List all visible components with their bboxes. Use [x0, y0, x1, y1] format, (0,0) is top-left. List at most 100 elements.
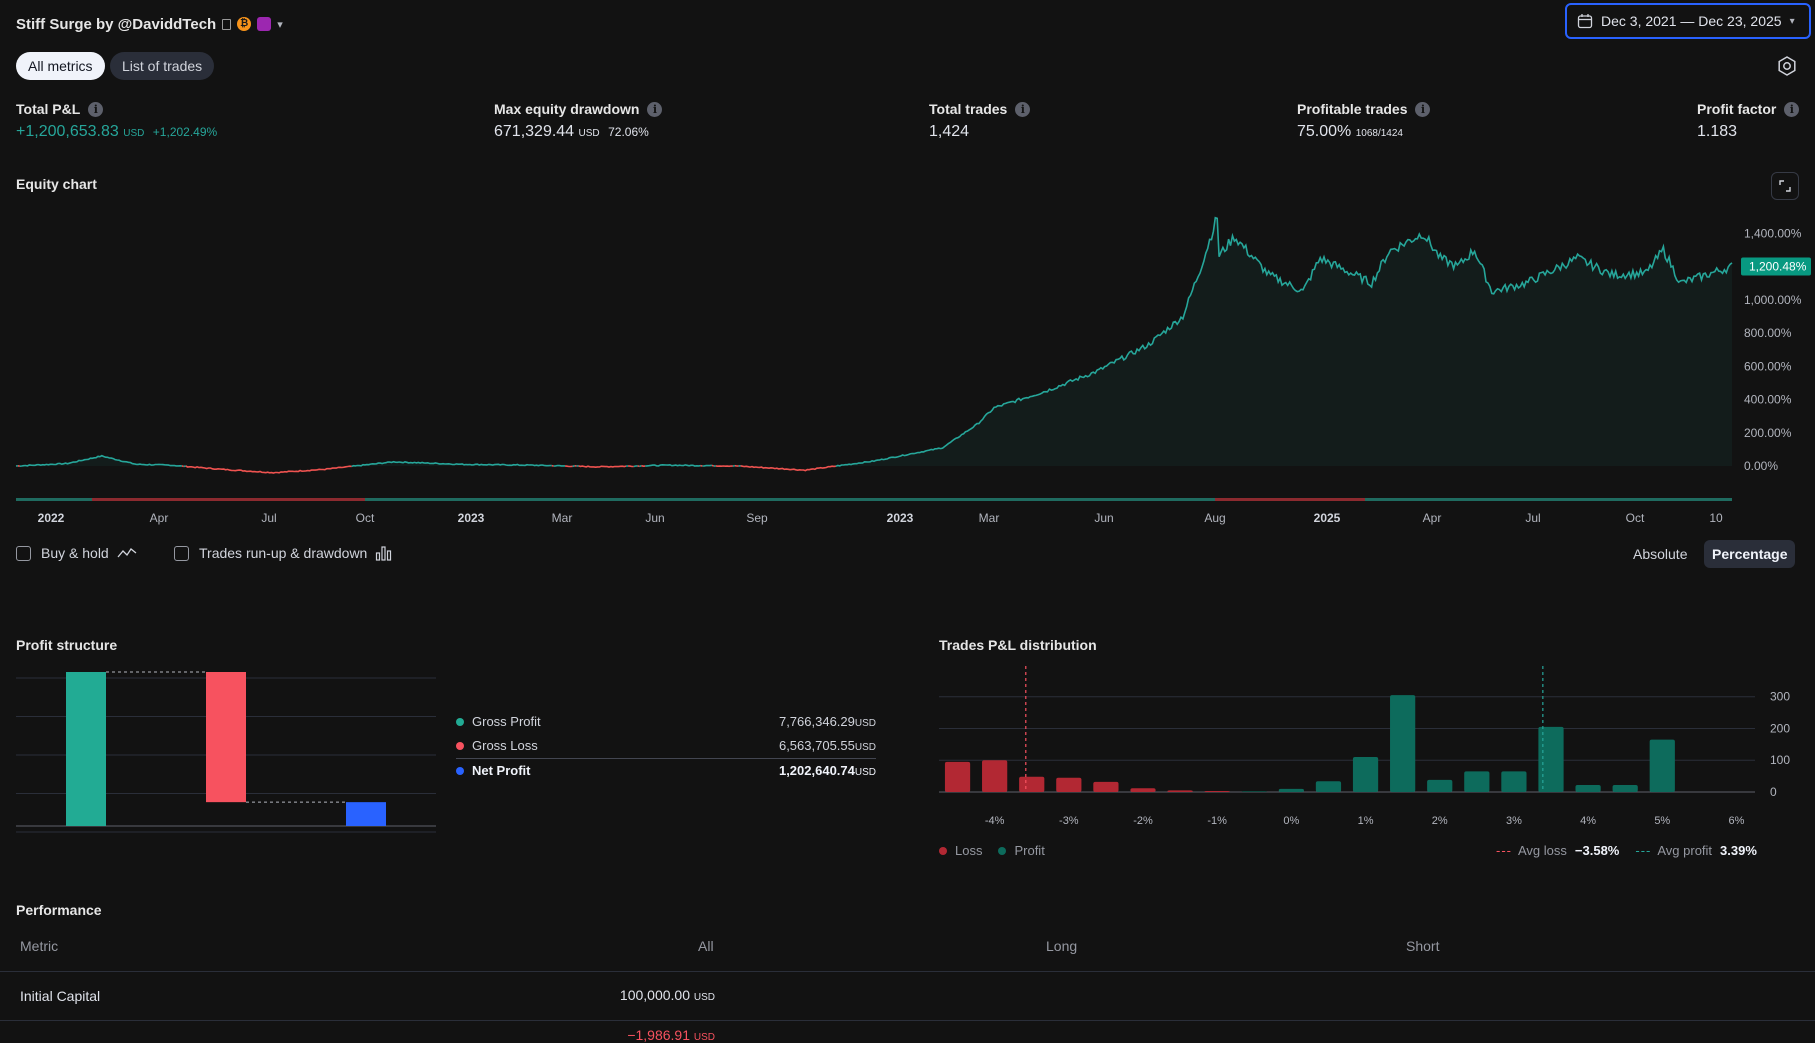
- chevron-down-icon[interactable]: ▾: [277, 18, 283, 31]
- x-tick-label: 1%: [1358, 815, 1374, 827]
- y-tick-label: 600.00%: [1744, 359, 1792, 373]
- row-value-all: −1,986.91 USD: [627, 1027, 715, 1043]
- loss-bar[interactable]: [945, 762, 970, 792]
- loss-dot: [939, 847, 947, 855]
- trade-strip: [16, 498, 1732, 501]
- loss-bar[interactable]: [1205, 791, 1230, 792]
- tab-all-metrics[interactable]: All metrics: [16, 52, 105, 80]
- value: −1,986.91: [627, 1027, 690, 1043]
- y-tick-label: 300: [1770, 690, 1790, 704]
- loss-bar[interactable]: [1167, 790, 1192, 792]
- bar-gross-loss[interactable]: [206, 672, 246, 802]
- metric-label: Total P&L: [16, 101, 80, 117]
- metric-value: +1,200,653.83: [16, 123, 119, 140]
- legend-label: Net Profit: [472, 763, 531, 778]
- equity-line-segment: [628, 466, 634, 467]
- x-tick-label: Mar: [552, 511, 573, 525]
- x-tick-label: 6%: [1729, 815, 1745, 827]
- metric-unit: USD: [123, 128, 144, 139]
- profit-bar[interactable]: [1353, 757, 1378, 792]
- runup-drawdown-checkbox[interactable]: [174, 546, 189, 561]
- legend-dot: [456, 718, 464, 726]
- bar-net-profit[interactable]: [346, 802, 386, 826]
- strip-segment: [1365, 498, 1732, 501]
- equity-line-segment: [554, 466, 565, 467]
- tab-list-of-trades[interactable]: List of trades: [110, 52, 214, 80]
- percentage-toggle[interactable]: Percentage: [1704, 540, 1795, 568]
- y-tick-label: 0.00%: [1744, 459, 1778, 473]
- last-value-label: 1,200.48%: [1749, 259, 1807, 273]
- equity-chart[interactable]: 1,400.00%1,000.00%800.00%600.00%400.00%2…: [0, 200, 1815, 530]
- y-tick-label: 0: [1770, 785, 1777, 799]
- x-tick-label: 0%: [1283, 815, 1299, 827]
- loss-bar[interactable]: [1130, 788, 1155, 792]
- profit-bar[interactable]: [1575, 785, 1600, 792]
- legend-net-profit: Net Profit 1,202,640.74USD: [456, 763, 876, 778]
- bar-gross-profit[interactable]: [66, 672, 106, 826]
- legend-label: Gross Loss: [472, 738, 538, 753]
- equity-line-segment: [641, 466, 645, 467]
- info-icon[interactable]: i: [647, 102, 662, 117]
- profit-bar[interactable]: [1390, 695, 1415, 792]
- row-value-all: 100,000.00 USD: [620, 987, 715, 1003]
- equity-chart-title: Equity chart: [16, 176, 97, 192]
- profit-bar[interactable]: [1279, 789, 1304, 792]
- buy-hold-checkbox[interactable]: [16, 546, 31, 561]
- profit-bar[interactable]: [1501, 771, 1526, 792]
- info-icon[interactable]: i: [1015, 102, 1030, 117]
- runup-drawdown-toggle[interactable]: Trades run-up & drawdown: [174, 545, 393, 561]
- equity-line-segment: [712, 465, 714, 466]
- distribution-averages: --- Avg loss −3.58% --- Avg profit 3.39%: [1496, 843, 1757, 858]
- metric-unit: USD: [579, 128, 600, 139]
- equity-line-segment: [552, 466, 554, 467]
- loss-bar[interactable]: [982, 760, 1007, 792]
- info-icon[interactable]: i: [1415, 102, 1430, 117]
- profit-bar[interactable]: [1613, 785, 1638, 792]
- dashed-green-icon: ---: [1635, 843, 1651, 858]
- metric-percent: +1,202.49%: [153, 125, 217, 139]
- equity-line-segment: [702, 465, 712, 466]
- x-tick-label: Jul: [261, 511, 276, 525]
- profit-bar[interactable]: [1427, 780, 1452, 792]
- settings-icon[interactable]: [1773, 52, 1801, 80]
- absolute-toggle[interactable]: Absolute: [1623, 542, 1697, 566]
- calendar-icon: [1577, 13, 1593, 29]
- divider: [0, 1020, 1815, 1021]
- profit-bar[interactable]: [1242, 791, 1267, 792]
- strip-segment: [16, 498, 92, 501]
- legend-label: Gross Profit: [472, 714, 541, 729]
- profit-bar[interactable]: [1650, 740, 1675, 792]
- legend-dot: [456, 742, 464, 750]
- legend-gross-profit: Gross Profit 7,766,346.29USD: [456, 714, 876, 729]
- x-tick-label: 3%: [1506, 815, 1522, 827]
- loss-bar[interactable]: [1093, 782, 1118, 792]
- buy-hold-toggle[interactable]: Buy & hold: [16, 545, 137, 561]
- loss-bar[interactable]: [1056, 778, 1081, 792]
- strategy-header[interactable]: Stiff Surge by @DaviddTech ₿ ▾: [16, 10, 283, 38]
- info-icon[interactable]: i: [88, 102, 103, 117]
- x-tick-label: 2023: [887, 511, 914, 525]
- strategy-title: Stiff Surge by @DaviddTech: [16, 16, 216, 33]
- profit-bar[interactable]: [1464, 771, 1489, 792]
- value: 100,000.00: [620, 987, 690, 1003]
- strip-segment: [1215, 498, 1365, 501]
- distribution-title: Trades P&L distribution: [939, 637, 1097, 653]
- metric-label: Profitable trades: [1297, 101, 1407, 117]
- x-tick-label: Oct: [1626, 511, 1645, 525]
- info-icon[interactable]: i: [1784, 102, 1799, 117]
- x-tick-label: Mar: [979, 511, 1000, 525]
- legend-value: 1,202,640.74: [779, 763, 855, 778]
- profit-dot: [998, 847, 1006, 855]
- profit-structure-chart[interactable]: [0, 660, 450, 840]
- profit-bar[interactable]: [1316, 781, 1341, 792]
- loss-bar[interactable]: [1019, 777, 1044, 792]
- profit-bar[interactable]: [1538, 727, 1563, 792]
- y-tick-label: 100: [1770, 753, 1790, 767]
- date-range-picker[interactable]: Dec 3, 2021 — Dec 23, 2025 ▾: [1565, 3, 1811, 39]
- line-chart-icon: [117, 546, 137, 560]
- col-all: All: [698, 938, 714, 954]
- expand-icon[interactable]: [1771, 172, 1799, 200]
